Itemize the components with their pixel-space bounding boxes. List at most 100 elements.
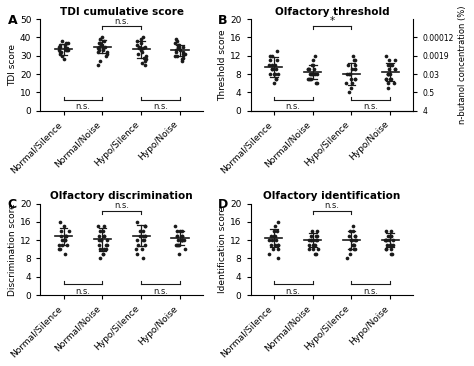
Point	[140, 55, 148, 60]
Point	[64, 45, 71, 51]
Point	[344, 255, 351, 261]
Point	[348, 67, 356, 72]
Point	[310, 242, 318, 248]
Point	[307, 233, 314, 239]
Point	[272, 242, 279, 248]
Point	[311, 53, 319, 59]
Point	[55, 242, 63, 248]
Point	[61, 42, 68, 48]
Point	[100, 45, 107, 51]
Point	[305, 76, 313, 82]
Point	[268, 67, 276, 72]
Point	[270, 233, 278, 239]
Point	[391, 80, 398, 86]
Point	[351, 233, 358, 239]
Title: Olfactory discrimination: Olfactory discrimination	[51, 191, 193, 201]
Point	[103, 51, 111, 57]
Point	[313, 228, 321, 234]
Point	[385, 57, 392, 63]
Point	[384, 62, 392, 68]
Point	[389, 62, 396, 68]
Point	[307, 76, 314, 82]
Point	[63, 242, 71, 248]
Point	[382, 237, 389, 243]
Point	[180, 237, 187, 243]
Point	[304, 67, 311, 72]
Text: A: A	[8, 14, 18, 27]
Point	[95, 233, 103, 239]
Point	[139, 228, 146, 234]
Text: B: B	[218, 14, 228, 27]
Point	[272, 76, 280, 82]
Point	[100, 47, 107, 53]
Point	[270, 228, 278, 234]
Point	[388, 242, 395, 248]
Point	[387, 62, 394, 68]
Point	[349, 242, 357, 248]
Point	[384, 71, 392, 77]
Point	[175, 242, 182, 248]
Point	[352, 246, 359, 252]
Point	[173, 53, 181, 59]
Point	[175, 251, 182, 257]
Point	[308, 62, 316, 68]
Point	[274, 242, 282, 248]
Text: n.s.: n.s.	[114, 16, 129, 26]
Point	[138, 60, 146, 66]
Point	[274, 246, 282, 252]
Point	[304, 67, 312, 72]
Point	[97, 58, 104, 64]
Point	[308, 237, 315, 243]
Point	[383, 53, 390, 59]
Point	[265, 237, 273, 243]
Point	[102, 246, 109, 252]
Point	[343, 80, 350, 86]
Point	[273, 76, 280, 82]
Point	[312, 237, 320, 243]
Point	[347, 76, 355, 82]
Point	[133, 219, 141, 225]
Point	[351, 242, 358, 248]
Title: Olfactory threshold: Olfactory threshold	[275, 7, 389, 17]
Text: n.s.: n.s.	[75, 287, 91, 296]
Point	[384, 233, 392, 239]
Point	[180, 44, 187, 49]
Point	[172, 36, 180, 42]
Point	[271, 224, 279, 229]
Point	[178, 228, 186, 234]
Point	[348, 237, 356, 243]
Point	[57, 228, 65, 234]
Point	[59, 38, 66, 44]
Point	[62, 233, 69, 239]
Point	[272, 237, 280, 243]
Point	[174, 45, 182, 51]
Point	[308, 228, 316, 234]
Point	[274, 219, 282, 225]
Point	[137, 47, 145, 53]
Point	[142, 56, 149, 62]
Point	[181, 246, 189, 252]
Point	[266, 57, 274, 63]
Point	[58, 242, 65, 248]
Point	[308, 71, 316, 77]
Point	[382, 76, 389, 82]
Point	[173, 47, 180, 53]
Point	[99, 45, 106, 51]
Point	[172, 40, 179, 46]
Point	[134, 242, 142, 248]
Point	[96, 255, 104, 261]
Point	[94, 224, 101, 229]
Point	[95, 47, 103, 53]
Point	[175, 45, 182, 51]
Text: n.s.: n.s.	[153, 287, 168, 296]
Point	[99, 228, 106, 234]
Text: D: D	[218, 198, 228, 211]
Point	[140, 237, 148, 243]
Point	[345, 62, 352, 68]
Point	[346, 251, 354, 257]
Y-axis label: Threshold score: Threshold score	[218, 29, 227, 101]
Point	[174, 242, 182, 248]
Title: Olfactory identification: Olfactory identification	[264, 191, 401, 201]
Point	[64, 40, 72, 46]
Point	[273, 67, 280, 72]
